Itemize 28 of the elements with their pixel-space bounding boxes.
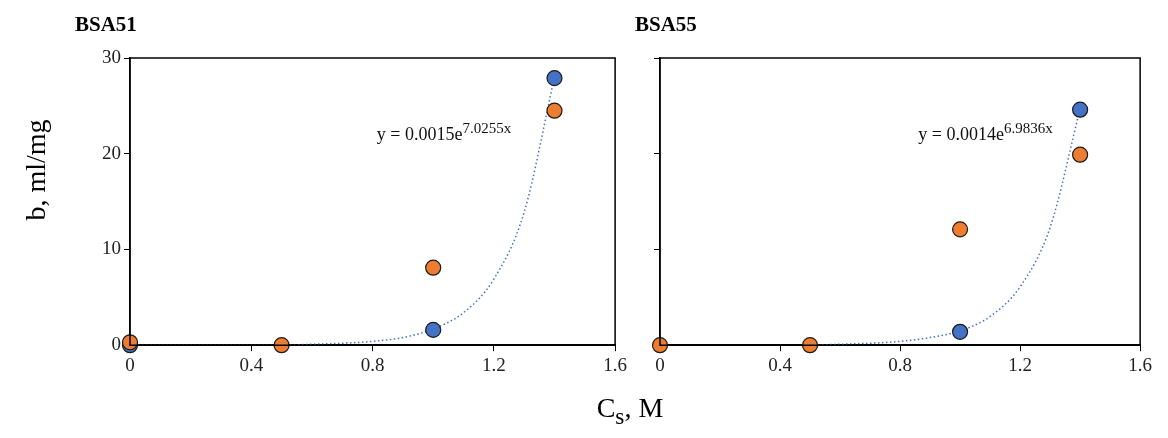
point bbox=[1072, 101, 1089, 118]
x-tick-label: 0 bbox=[125, 353, 135, 375]
y-axis-title: b, ml/mg bbox=[20, 118, 52, 223]
chart-title: BSA55 bbox=[635, 12, 697, 37]
chart-title: BSA51 bbox=[75, 12, 137, 37]
x-tick-label: 1.2 bbox=[1008, 353, 1032, 375]
point bbox=[546, 70, 563, 87]
point bbox=[546, 102, 563, 119]
y-tick-label: 10 bbox=[102, 237, 121, 259]
x-tick-label: 1.2 bbox=[481, 353, 506, 375]
point bbox=[425, 321, 442, 338]
annotation: y = 0.0015e$^{7.0255x}$ bbox=[376, 120, 512, 145]
point bbox=[1072, 146, 1089, 163]
y-tick-label: 0 bbox=[111, 333, 121, 355]
y-tick-label: 30 bbox=[102, 45, 121, 67]
x-tick-label: 0.4 bbox=[768, 353, 793, 375]
annotation: y = 0.0014e$^{6.9836x}$ bbox=[918, 120, 1053, 145]
x-tick-label: 1.6 bbox=[1128, 353, 1152, 375]
x-tick-label: 1.6 bbox=[603, 353, 627, 375]
x-tick-label: 0 bbox=[655, 353, 665, 375]
point bbox=[951, 323, 969, 340]
point bbox=[951, 221, 969, 238]
y-tick-label: 20 bbox=[102, 141, 121, 163]
point bbox=[425, 259, 442, 276]
x-tick-label: 0.8 bbox=[888, 353, 912, 375]
x-tick-label: 0.4 bbox=[239, 353, 264, 375]
x-tick-label: 0.8 bbox=[360, 353, 385, 375]
x-axis-title: C$_{s}$, M bbox=[595, 392, 665, 430]
